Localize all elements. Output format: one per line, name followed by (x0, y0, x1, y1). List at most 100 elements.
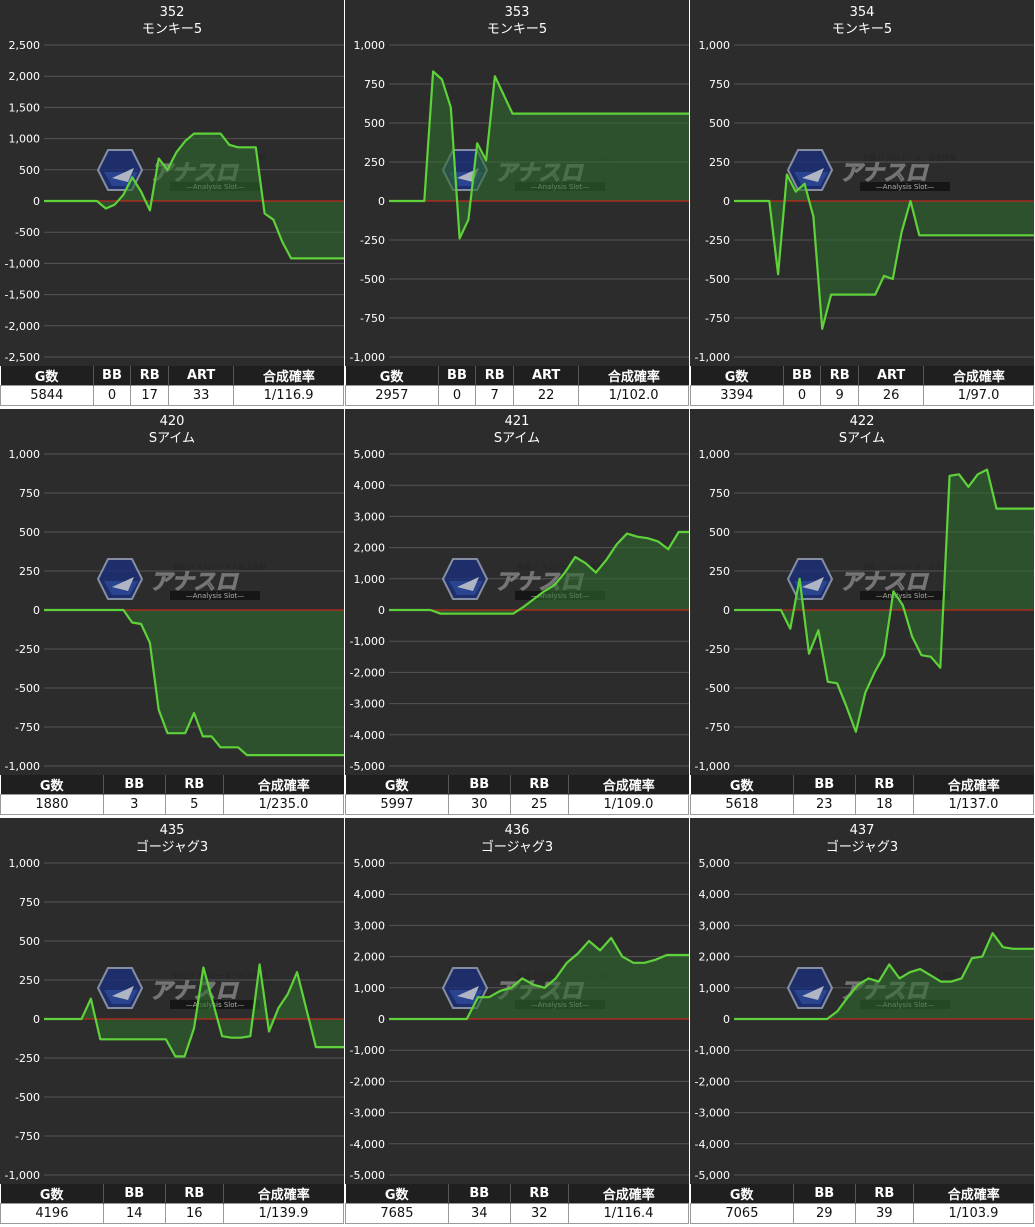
stats-header: ART (168, 366, 234, 386)
stats-header: RB (854, 775, 914, 795)
stats-value: 17 (130, 385, 170, 406)
stats-header: G数 (690, 775, 794, 795)
stats-value: 4196 (0, 1203, 104, 1224)
y-tick-label: -250 (360, 234, 385, 247)
y-tick-label: -1,000 (5, 257, 40, 270)
y-tick-label: 250 (709, 156, 730, 169)
y-tick-label: 1,000 (9, 133, 41, 146)
y-tick-label: 750 (19, 487, 40, 500)
stats-table: G数 BB RB 合成確率 4196 14 16 1/139.9 (0, 1184, 344, 1224)
watermark-sub: —Analysis Slot— (876, 592, 934, 600)
stats-header: RB (164, 1184, 224, 1204)
stats-header-row: G数 BB RB 合成確率 (690, 775, 1034, 795)
stats-value: 5 (164, 794, 224, 815)
y-tick-label: -250 (15, 1052, 40, 1065)
y-tick-label: 1,000 (354, 573, 386, 586)
watermark-tagline: 全国 !! スロデータ・出玉情報 (517, 562, 611, 571)
stats-value: 9 (820, 385, 860, 406)
y-tick-label: 3,000 (699, 919, 731, 932)
stats-header: RB (509, 775, 569, 795)
stats-table: G数 BB RB 合成確率 1880 3 5 1/235.0 (0, 775, 344, 815)
stats-value: 14 (102, 1203, 166, 1224)
y-tick-label: -250 (15, 643, 40, 656)
y-tick-label: -1,000 (350, 351, 385, 364)
y-tick-label: 500 (19, 164, 40, 177)
y-tick-label: 0 (378, 1013, 385, 1026)
stats-value-row: 4196 14 16 1/139.9 (0, 1203, 344, 1224)
stats-header: 合成確率 (912, 1184, 1034, 1204)
y-tick-label: 0 (378, 604, 385, 617)
stats-header: 合成確率 (923, 366, 1034, 386)
stats-value: 26 (858, 385, 925, 406)
stats-header: RB (854, 1184, 914, 1204)
stats-header: G数 (345, 1184, 449, 1204)
y-tick-label: 4,000 (699, 888, 731, 901)
y-tick-label: 3,000 (354, 919, 386, 932)
y-tick-label: 500 (19, 526, 40, 539)
stats-header: RB (130, 366, 169, 386)
y-tick-label: 1,000 (699, 39, 731, 52)
chart-area: 5,000 4,000 3,000 2,000 1,000 0 -1,000 -2,000 -3… (690, 818, 1034, 1184)
stats-value: 7065 (690, 1203, 794, 1224)
machine-name: ゴージャグ3 (480, 840, 554, 855)
series-line (389, 936, 689, 1021)
stats-value: 18 (854, 794, 914, 815)
stats-header: 合成確率 (567, 1184, 689, 1204)
y-tick-label: -4,000 (695, 1138, 730, 1151)
stats-value-row: 2957 0 7 22 1/102.0 (345, 385, 689, 406)
stats-header-row: G数 BB RB 合成確率 (345, 1184, 689, 1204)
stats-header: G数 (345, 366, 439, 386)
y-tick-label: -750 (15, 721, 40, 734)
series-line (389, 70, 689, 240)
chart-area: 5,000 4,000 3,000 2,000 1,000 0 -1,000 -2,000 -3… (345, 409, 689, 775)
stats-header-row: G数 BB RB ART 合成確率 (345, 366, 689, 386)
machine-number: 421 (504, 414, 530, 429)
stats-header: RB (475, 366, 514, 386)
chart-area: 5,000 4,000 3,000 2,000 1,000 0 -1,000 -2,000 -3… (345, 818, 689, 1184)
slump-chart: 2,500 2,000 1,500 1,000 500 0 -500 -1,000 -1,500… (5, 39, 344, 364)
y-tick-label: 1,000 (699, 448, 731, 461)
chart-area: 1,000 750 500 250 0 -250 -500 -750 -1,000 全国 !! ス… (0, 818, 344, 1184)
y-tick-label: -2,000 (350, 1075, 385, 1088)
y-tick-label: 750 (709, 487, 730, 500)
stats-value: 32 (509, 1203, 569, 1224)
machine-number: 435 (159, 823, 185, 838)
watermark-tagline: 全国 !! スロデータ・出玉情報 (172, 971, 266, 980)
y-tick-label: 0 (33, 195, 40, 208)
stats-header: BB (437, 366, 476, 386)
y-tick-label: -500 (705, 682, 730, 695)
y-tick-label: -500 (15, 682, 40, 695)
machine-panel-436: 5,000 4,000 3,000 2,000 1,000 0 -1,000 -2,000 -3… (345, 818, 689, 1225)
y-tick-label: 3,000 (354, 510, 386, 523)
y-tick-label: 1,000 (699, 982, 731, 995)
y-tick-label: 0 (33, 1013, 40, 1026)
y-tick-label: -5,000 (350, 1169, 385, 1182)
y-tick-label: -500 (15, 1091, 40, 1104)
y-tick-label: 0 (723, 195, 730, 208)
series-area (734, 174, 1034, 329)
stats-header: G数 (690, 366, 784, 386)
stats-value: 1/116.9 (233, 385, 344, 406)
y-tick-label: 250 (709, 565, 730, 578)
machine-panel-352: 2,500 2,000 1,500 1,000 500 0 -500 -1,000 -1,500… (0, 0, 344, 407)
y-tick-label: 250 (19, 974, 40, 987)
y-tick-label: -3,000 (350, 698, 385, 711)
series-area (44, 610, 344, 756)
machine-name: Sアイム (148, 431, 196, 446)
series-line (734, 468, 1034, 733)
y-tick-label: -1,000 (695, 1044, 730, 1057)
y-tick-label: -2,000 (350, 666, 385, 679)
series-line (44, 963, 344, 1058)
stats-value: 29 (792, 1203, 856, 1224)
y-tick-label: -1,000 (5, 1169, 40, 1182)
stats-value: 7 (475, 385, 515, 406)
y-tick-label: -4,000 (350, 729, 385, 742)
slump-chart: 5,000 4,000 3,000 2,000 1,000 0 -1,000 -2,000 -3… (695, 857, 1034, 1182)
machine-number: 353 (504, 5, 530, 20)
